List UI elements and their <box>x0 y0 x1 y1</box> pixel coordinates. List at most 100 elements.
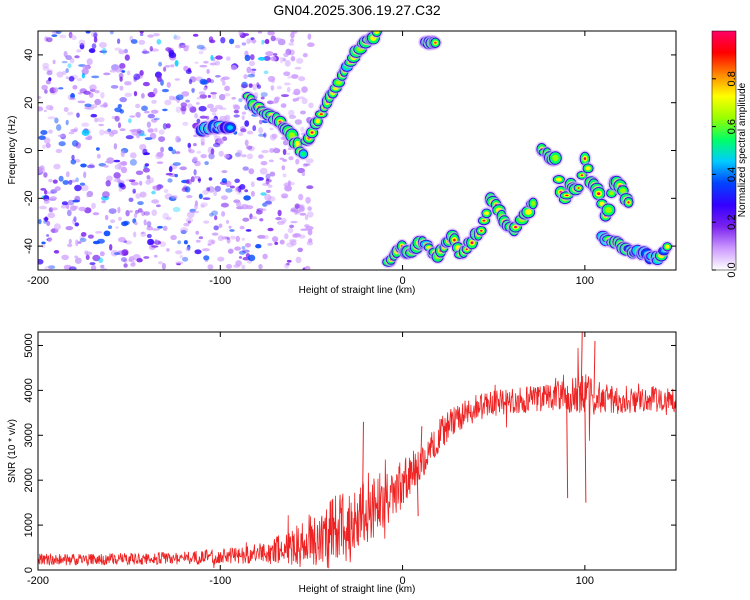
noise-speckle <box>162 108 168 112</box>
noise-speckle <box>114 115 120 122</box>
noise-speckle <box>99 104 107 108</box>
noise-speckle <box>91 202 96 209</box>
noise-speckle <box>245 243 251 248</box>
noise-speckle <box>301 97 308 105</box>
noise-speckle <box>48 129 53 134</box>
noise-speckle <box>170 234 177 241</box>
snr-marks <box>38 332 676 569</box>
noise-speckle <box>194 160 201 167</box>
noise-speckle <box>44 265 52 270</box>
noise-speckle <box>130 262 136 267</box>
noise-speckle <box>135 193 141 199</box>
noise-speckle <box>249 213 253 220</box>
noise-speckle <box>155 153 164 160</box>
noise-speckle <box>260 161 268 166</box>
noise-speckle <box>105 180 111 187</box>
noise-speckle <box>207 186 215 193</box>
noise-speckle <box>284 263 289 269</box>
noise-speckle <box>195 230 199 235</box>
noise-speckle <box>252 83 258 91</box>
noise-speckle <box>241 111 247 115</box>
noise-speckle <box>185 217 194 223</box>
noise-speckle <box>119 63 126 69</box>
noise-speckle <box>92 240 101 245</box>
noise-speckle <box>295 158 300 165</box>
noise-speckle <box>146 121 151 128</box>
noise-speckle <box>221 178 228 184</box>
noise-speckle <box>80 163 87 168</box>
noise-speckle <box>39 165 45 171</box>
noise-speckle <box>109 31 114 35</box>
noise-speckle <box>114 107 122 113</box>
ridge-core <box>665 244 670 249</box>
noise-speckle <box>186 211 195 219</box>
noise-speckle <box>53 163 61 170</box>
noise-speckle <box>207 94 211 98</box>
noise-speckle <box>124 240 132 245</box>
noise-speckle <box>158 129 165 135</box>
noise-speckle <box>268 159 274 163</box>
noise-speckle <box>250 216 258 220</box>
noise-speckle <box>115 226 119 229</box>
noise-speckle <box>244 54 251 62</box>
noise-speckle <box>190 87 196 93</box>
noise-speckle <box>63 107 69 112</box>
noise-speckle <box>75 177 79 183</box>
noise-speckle <box>301 171 306 177</box>
ridge-peak <box>434 41 437 44</box>
snr-spike <box>584 397 587 503</box>
noise-speckle <box>273 147 278 153</box>
noise-speckle <box>250 54 255 61</box>
noise-speckle <box>274 96 281 100</box>
noise-speckle <box>38 95 42 100</box>
noise-speckle <box>61 254 69 260</box>
noise-speckle <box>238 98 243 103</box>
ridge-core <box>484 211 490 216</box>
noise-speckle <box>287 181 295 186</box>
noise-speckle <box>103 130 112 135</box>
noise-speckle <box>49 196 57 201</box>
noise-speckle <box>151 118 158 123</box>
noise-speckle <box>130 39 138 44</box>
noise-speckle <box>308 102 314 109</box>
noise-speckle <box>123 259 128 263</box>
noise-speckle <box>243 33 249 37</box>
noise-speckle <box>224 236 229 239</box>
noise-speckle <box>56 71 64 78</box>
noise-speckle <box>119 128 126 132</box>
noise-speckle <box>79 182 86 186</box>
noise-speckle <box>42 66 50 71</box>
noise-speckle <box>259 218 264 222</box>
noise-speckle <box>154 127 158 133</box>
noise-speckle <box>124 54 130 61</box>
noise-speckle <box>228 248 234 254</box>
noise-speckle <box>238 250 246 255</box>
noise-speckle <box>229 38 235 45</box>
noise-speckle <box>146 233 152 239</box>
noise-speckle <box>226 237 231 244</box>
noise-speckle <box>204 161 209 166</box>
noise-speckle <box>225 180 232 187</box>
y-tick-label: 3000 <box>23 423 35 447</box>
noise-speckle <box>305 196 311 204</box>
noise-speckle <box>44 216 48 222</box>
noise-speckle <box>280 193 289 199</box>
noise-speckle <box>118 187 123 192</box>
noise-speckle <box>46 37 53 43</box>
noise-speckle <box>286 86 291 93</box>
noise-speckle <box>250 190 255 197</box>
noise-speckle <box>97 117 105 123</box>
noise-speckle <box>284 233 289 240</box>
noise-speckle <box>290 240 297 246</box>
colorbar-label: Normalized spectral amplitude <box>737 82 748 217</box>
noise-speckle <box>52 179 58 184</box>
y-tick-label: 20 <box>23 97 35 109</box>
noise-speckle <box>143 256 150 259</box>
noise-speckle <box>282 173 287 178</box>
noise-speckle <box>153 87 158 95</box>
ridge-peak <box>470 241 474 245</box>
noise-speckle <box>167 178 173 183</box>
noise-speckle <box>294 119 303 125</box>
